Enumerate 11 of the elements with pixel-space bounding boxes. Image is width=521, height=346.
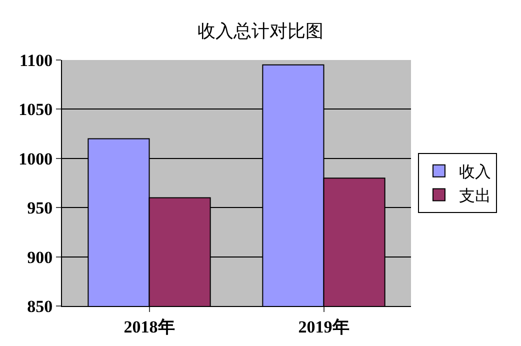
y-tick-label: 850 (27, 296, 53, 316)
y-tick-label: 1000 (18, 149, 53, 168)
x-tick-label: 2019年 (298, 317, 350, 336)
legend-label: 收入 (458, 163, 491, 182)
y-tick-label: 900 (27, 248, 53, 267)
y-tick-label: 1050 (18, 100, 53, 120)
chart-title: 收入总计对比图 (198, 20, 324, 41)
x-tick-label: 2018年 (124, 317, 175, 336)
y-tick-label: 950 (27, 198, 53, 218)
legend-label: 支出 (458, 186, 491, 205)
y-tick-label: 1100 (20, 50, 53, 70)
